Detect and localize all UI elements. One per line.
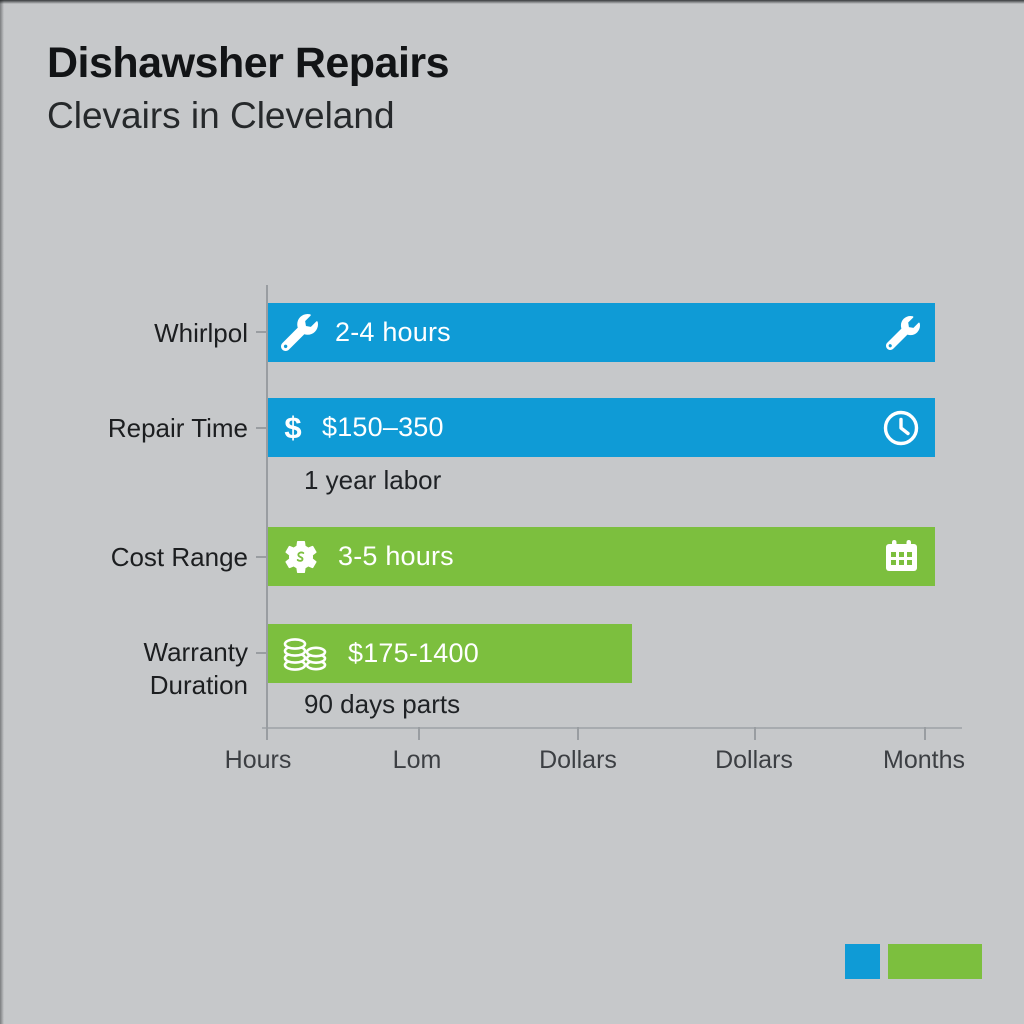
x-axis-label-dollars-1: Dollars: [539, 746, 617, 774]
x-axis-tick: [577, 727, 579, 740]
legend-swatch-green: [888, 944, 982, 979]
y-axis-tick: [256, 556, 266, 558]
category-label-repair-time: Repair Time: [107, 413, 248, 443]
wrench-icon: [886, 315, 920, 350]
coins-icon: [283, 637, 327, 671]
gear-icon: [285, 540, 317, 573]
annotation-parts-warranty: 90 days parts: [304, 689, 461, 719]
category-label-whirlpol: Whirlpol: [154, 318, 248, 348]
page-title: Dishawsher Repairs: [47, 39, 450, 87]
category-label-cost-range: Cost Range: [110, 542, 248, 572]
x-axis-line: [262, 727, 962, 729]
x-axis-tick: [754, 727, 756, 740]
x-axis-tick: [266, 727, 268, 740]
bar-repair-time-hours-2: 3-5 hours: [268, 527, 935, 586]
y-axis-tick: [256, 652, 266, 654]
x-axis-label-hours: Hours: [224, 746, 292, 774]
y-axis-tick: [256, 427, 266, 429]
x-axis-tick: [924, 727, 926, 740]
dollar-icon: $: [284, 409, 302, 445]
bar-value-label: $175-1400: [348, 638, 479, 668]
x-axis-label-dollars-2: Dollars: [715, 746, 793, 774]
x-axis-tick: [418, 727, 420, 740]
bar-warranty-duration: $175-1400: [268, 624, 632, 683]
x-axis-label-months: Months: [883, 746, 965, 774]
bar-value-label: $150–350: [322, 412, 444, 442]
page-subtitle: Clevairs in Cleveland: [47, 95, 395, 136]
x-axis-label-lom: Lom: [392, 746, 442, 774]
calendar-icon: [886, 539, 917, 571]
bar-value-label: 3-5 hours: [338, 541, 454, 571]
clock-icon: [883, 410, 919, 445]
wrench-icon: [281, 314, 318, 351]
bar-repair-time-hours: 2-4 hours: [268, 303, 935, 362]
legend-swatch-blue: [845, 944, 880, 979]
annotation-labor-warranty: 1 year labor: [304, 465, 442, 495]
category-label-warranty-duration: Warranty Duration: [143, 637, 249, 700]
bar-value-label: 2-4 hours: [335, 317, 451, 347]
y-axis-tick: [256, 331, 266, 333]
bar-cost-range-dollars: $ $150–350: [268, 398, 935, 457]
